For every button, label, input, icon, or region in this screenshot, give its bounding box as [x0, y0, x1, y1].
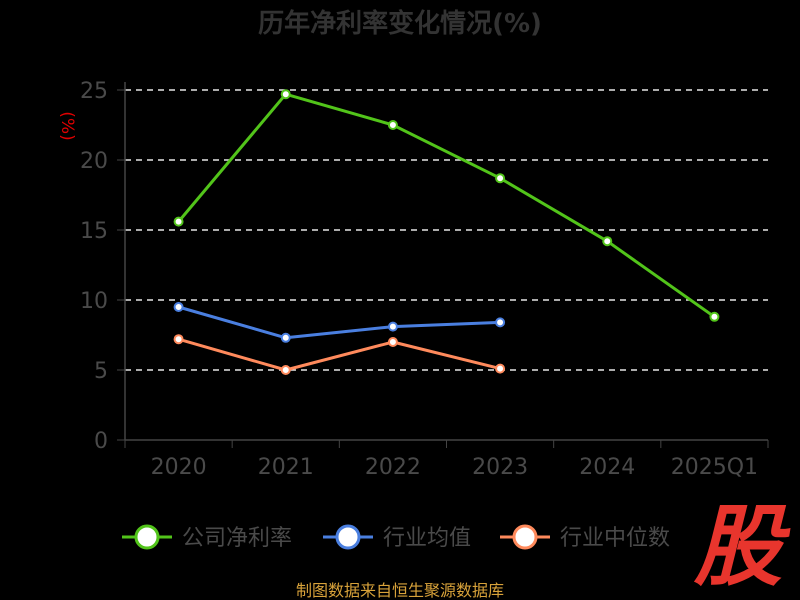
y-tick-label: 20: [80, 149, 108, 174]
x-tick-label: 2024: [579, 455, 635, 480]
y-tick-label: 15: [80, 219, 108, 244]
data-point: [173, 334, 184, 345]
data-point: [280, 332, 291, 343]
legend-label: 行业均值: [383, 526, 471, 551]
legend-label: 公司净利率: [182, 526, 292, 551]
legend-marker: [335, 524, 361, 550]
legend-item-3[interactable]: 行业中位数: [500, 524, 670, 551]
legend[interactable]: 公司净利率 行业均值 行业中位数: [122, 524, 670, 551]
y-axis-label: (%): [57, 111, 77, 140]
x-tick-label: 2021: [258, 455, 314, 480]
y-tick-label: 5: [94, 359, 108, 384]
legend-item-1[interactable]: 公司净利率: [122, 524, 292, 551]
gridlines: [125, 89, 768, 371]
x-tick-label: 2025Q1: [671, 455, 758, 480]
series-line-2: [178, 305, 501, 340]
series-line-1: [177, 92, 716, 319]
legend-item-2[interactable]: 行业均值: [323, 524, 471, 551]
legend-label: 行业中位数: [560, 526, 670, 551]
data-source-note: 制图数据来自恒生聚源数据库: [296, 581, 504, 600]
data-point: [495, 173, 506, 184]
x-tick-label: 2022: [365, 455, 421, 480]
axes: 0 5 10 15 20 25 2020 2021 2022 2023 2024 2025Q1: [80, 79, 769, 480]
data-point: [495, 363, 506, 374]
data-point: [280, 89, 291, 100]
legend-marker: [134, 524, 160, 550]
data-point: [495, 317, 506, 328]
legend-marker: [512, 524, 538, 550]
brand-logo: 股: [693, 495, 791, 598]
y-tick-label: 25: [80, 79, 108, 104]
data-point: [387, 321, 398, 332]
data-point: [709, 311, 720, 322]
x-tick-label: 2020: [151, 455, 207, 480]
x-tick-label: 2023: [472, 455, 528, 480]
brand-logo-text: 股: [693, 495, 791, 598]
data-point: [602, 236, 613, 247]
data-point: [387, 120, 398, 130]
y-tick-label: 0: [94, 429, 108, 454]
data-point: [173, 216, 184, 227]
series-lines: [173, 89, 720, 375]
data-point: [280, 365, 291, 375]
series-line-3: [178, 337, 501, 372]
data-point: [387, 337, 398, 347]
chart-title: 历年净利率变化情况(%): [258, 8, 542, 39]
data-point: [173, 302, 184, 312]
y-tick-label: 10: [80, 289, 108, 314]
